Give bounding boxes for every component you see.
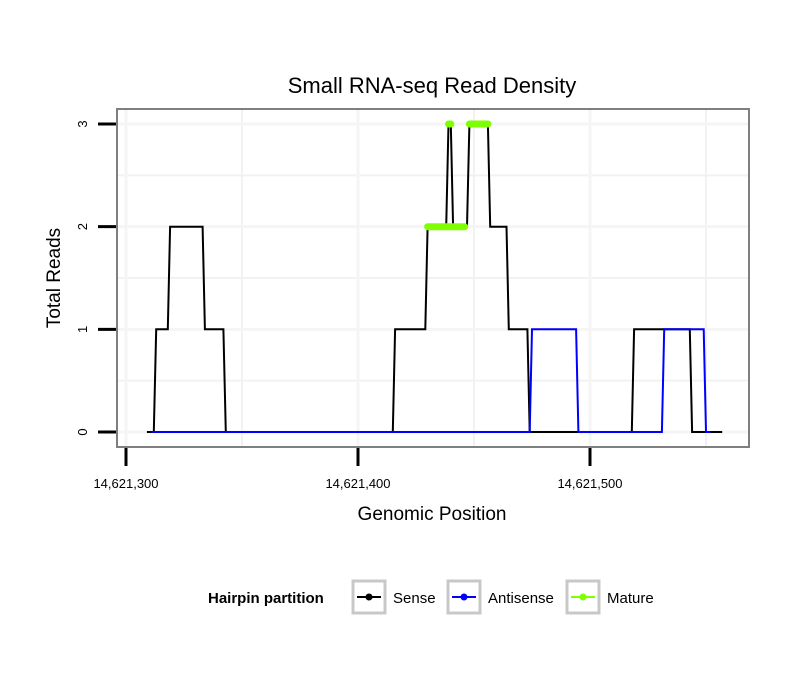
- legend-dot-antisense: [460, 593, 468, 601]
- y-axis-label: Total Reads: [44, 228, 65, 328]
- y-tick-label: 2: [75, 223, 90, 230]
- series-antisense-line: [151, 328, 711, 433]
- x-axis-label: Genomic Position: [358, 504, 507, 525]
- legend-item-sense: Sense: [351, 579, 436, 615]
- y-tick-label: 0: [75, 428, 90, 435]
- legend-label-mature: Mature: [607, 590, 654, 607]
- y-tick-label: 1: [75, 326, 90, 333]
- legend-item-antisense: Antisense: [446, 579, 554, 615]
- legend-title: Hairpin partition: [208, 590, 324, 607]
- legend-label-sense: Sense: [393, 590, 436, 607]
- legend-label-antisense: Antisense: [488, 590, 554, 607]
- x-tick-label: 14,621,400: [325, 476, 390, 491]
- legend-dot-sense: [365, 593, 373, 601]
- x-axis: 14,621,300 14,621,400 14,621,500: [93, 448, 623, 491]
- chart-title: Small RNA-seq Read Density: [288, 73, 577, 98]
- y-axis: 0 1 2 3: [75, 120, 116, 436]
- legend: Hairpin partition Sense Antisense Mature: [208, 579, 654, 615]
- y-tick-label: 3: [75, 120, 90, 127]
- x-tick-label: 14,621,500: [557, 476, 622, 491]
- plot-panel-border: [116, 108, 750, 448]
- legend-item-mature: Mature: [565, 579, 654, 615]
- legend-dot-mature: [579, 593, 587, 601]
- series-layer: [146, 120, 723, 433]
- grid-minor: [118, 110, 748, 446]
- x-tick-label: 14,621,300: [93, 476, 158, 491]
